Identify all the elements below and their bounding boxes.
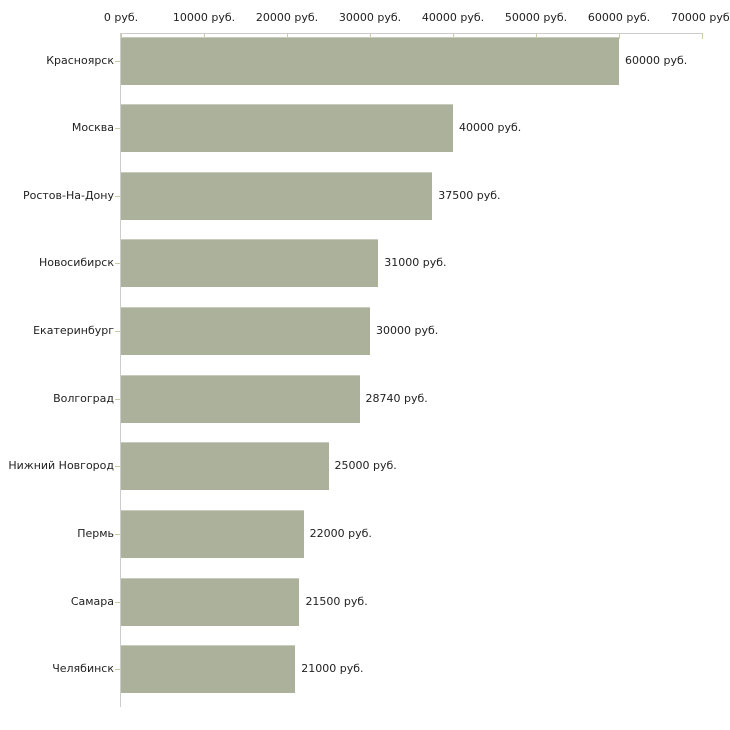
bar	[121, 36, 619, 85]
y-axis-tick	[115, 61, 120, 62]
x-axis-tick	[619, 34, 620, 39]
y-axis-label: Волгоград	[53, 391, 114, 405]
bar	[121, 577, 300, 626]
y-axis-label: Красноярск	[46, 53, 114, 67]
y-axis-tick	[115, 399, 120, 400]
y-axis-tick	[115, 602, 120, 603]
value-label: 28740 руб.	[365, 391, 428, 405]
y-axis-tick	[115, 263, 120, 264]
bar	[121, 104, 453, 153]
value-label: 22000 руб.	[309, 527, 372, 541]
bar	[121, 171, 433, 220]
value-label: 60000 руб.	[625, 53, 688, 67]
y-axis-line	[120, 33, 121, 707]
x-axis-tick-label: 10000 руб.	[172, 11, 236, 24]
bar	[121, 645, 296, 694]
y-axis-label: Екатеринбург	[33, 324, 114, 338]
y-axis-tick	[115, 534, 120, 535]
y-axis-tick	[115, 196, 120, 197]
value-label: 21500 руб.	[305, 594, 368, 608]
x-axis-tick-label: 30000 руб.	[338, 11, 402, 24]
value-label: 21000 руб.	[301, 662, 364, 676]
x-axis-tick	[702, 34, 703, 39]
value-label: 30000 руб.	[376, 324, 439, 338]
x-axis-tick-label: 60000 руб.	[587, 11, 651, 24]
y-axis-label: Москва	[71, 121, 114, 135]
x-axis-line	[120, 33, 703, 34]
bar	[121, 307, 370, 356]
value-label: 40000 руб.	[459, 121, 522, 135]
x-axis-tick-label: 0 руб.	[103, 11, 139, 24]
x-axis-tick-label: 40000 руб.	[421, 11, 485, 24]
x-axis-tick-label: 70000 руб.	[670, 11, 730, 24]
y-axis-label: Самара	[70, 594, 114, 608]
y-axis-label: Новосибирск	[38, 256, 114, 270]
bar	[121, 442, 329, 491]
value-label: 37500 руб.	[438, 188, 501, 202]
y-axis-tick	[115, 128, 120, 129]
y-axis-label: Нижний Новгород	[8, 459, 114, 473]
y-axis-label: Ростов-На-Дону	[22, 188, 114, 202]
y-axis-tick	[115, 466, 120, 467]
bar	[121, 374, 360, 423]
y-axis-tick	[115, 331, 120, 332]
value-label: 25000 руб.	[334, 459, 397, 473]
y-axis-label: Челябинск	[52, 662, 114, 676]
bar	[121, 239, 379, 288]
x-axis-tick-label: 50000 руб.	[504, 11, 568, 24]
x-axis-tick-label: 20000 руб.	[255, 11, 319, 24]
y-axis-tick	[115, 669, 120, 670]
y-axis-label: Пермь	[77, 527, 114, 541]
value-label: 31000 руб.	[384, 256, 447, 270]
bar	[121, 510, 304, 559]
